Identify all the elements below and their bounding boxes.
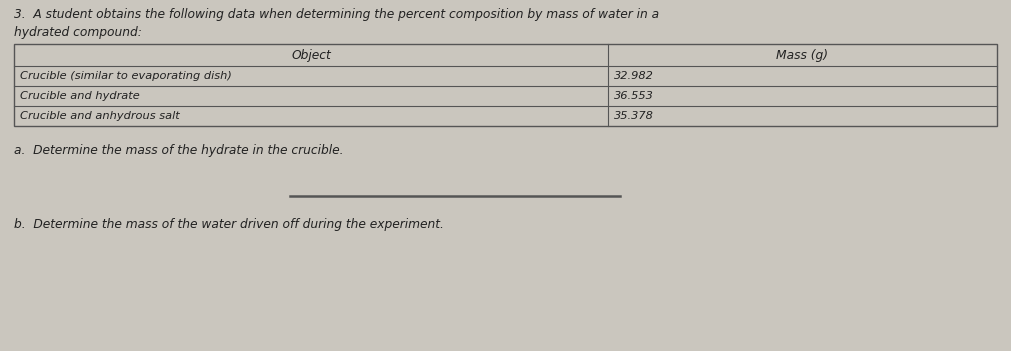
Text: 36.553: 36.553 [614, 91, 654, 101]
Text: 32.982: 32.982 [614, 71, 654, 81]
Text: 3.  A student obtains the following data when determining the percent compositio: 3. A student obtains the following data … [14, 8, 659, 21]
Text: Crucible (similar to evaporating dish): Crucible (similar to evaporating dish) [20, 71, 232, 81]
Text: hydrated compound:: hydrated compound: [14, 26, 142, 39]
Text: 35.378: 35.378 [614, 111, 654, 121]
Text: Crucible and anhydrous salt: Crucible and anhydrous salt [20, 111, 180, 121]
Bar [14, 44, 997, 126]
Text: a.  Determine the mass of the hydrate in the crucible.: a. Determine the mass of the hydrate in … [14, 144, 344, 157]
Text: b.  Determine the mass of the water driven off during the experiment.: b. Determine the mass of the water drive… [14, 218, 444, 231]
Text: Object: Object [291, 48, 331, 61]
Text: Crucible and hydrate: Crucible and hydrate [20, 91, 140, 101]
Text: Mass (g): Mass (g) [776, 48, 828, 61]
